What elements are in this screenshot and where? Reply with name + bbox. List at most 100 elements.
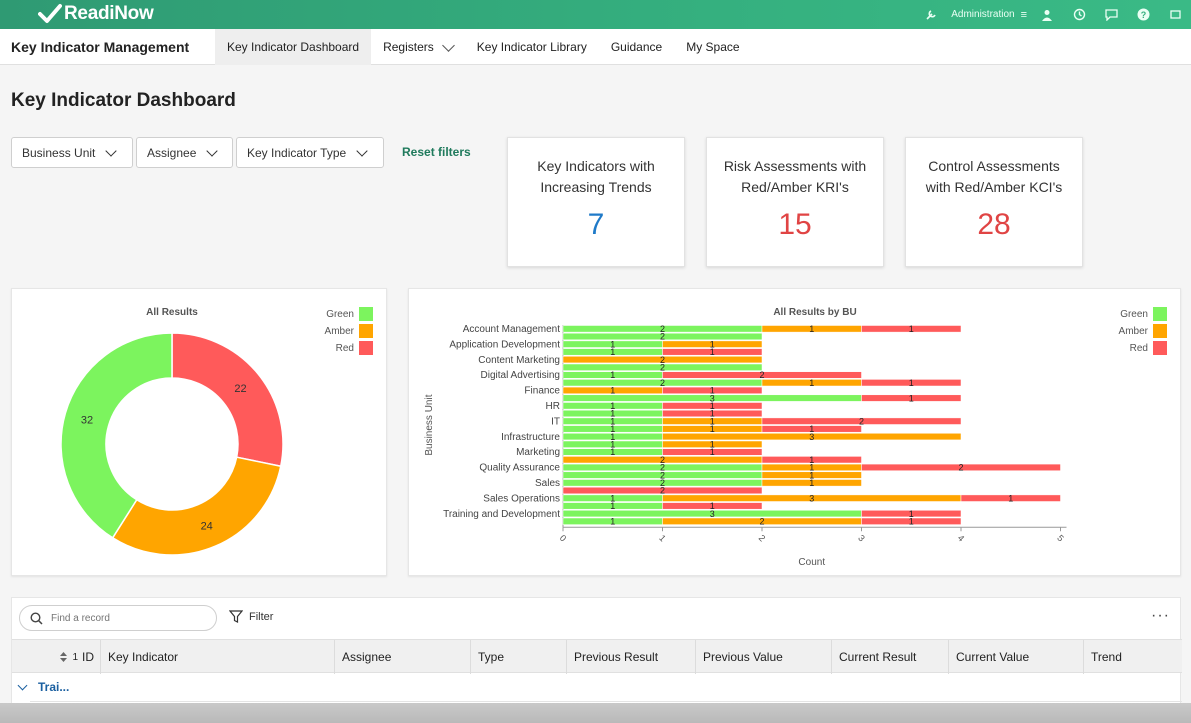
more-options-icon[interactable]: ··· bbox=[1151, 607, 1170, 624]
bar-segment-red[interactable] bbox=[662, 409, 763, 418]
kpi-control-assessments[interactable]: Control Assessments with Red/Amber KCI's … bbox=[905, 137, 1083, 267]
bar-value-label: 1 bbox=[909, 393, 914, 403]
brand-logo[interactable]: ReadiNow bbox=[38, 3, 154, 25]
kpi-value: 7 bbox=[587, 208, 605, 241]
search-box[interactable] bbox=[19, 605, 217, 631]
main-nav: Key Indicator Management Key Indicator D… bbox=[0, 29, 1191, 65]
bar-segment-amber[interactable] bbox=[662, 433, 962, 441]
bar-value-label: 2 bbox=[660, 463, 665, 473]
bar-segment-red[interactable] bbox=[662, 448, 763, 456]
bar-segment-red[interactable] bbox=[861, 517, 962, 525]
chevron-down-icon bbox=[105, 144, 118, 157]
records-grid: Filter ··· 1 ID Key Indicator Assignee T… bbox=[11, 597, 1182, 723]
help-icon[interactable]: ? bbox=[1127, 0, 1159, 29]
key-indicator-type-filter[interactable]: Key Indicator Type bbox=[236, 137, 384, 168]
bar-value-label: 1 bbox=[610, 401, 615, 411]
column-type[interactable]: Type bbox=[471, 640, 567, 674]
y-axis-title: Business Unit bbox=[424, 394, 435, 455]
administration-menu[interactable]: Administration ≡ bbox=[947, 9, 1031, 21]
reset-filters-link[interactable]: Reset filters bbox=[402, 145, 471, 159]
bar-value-label: 1 bbox=[610, 501, 615, 511]
bar-segment-amber[interactable] bbox=[562, 356, 763, 364]
category-label: Content Marketing bbox=[478, 355, 560, 366]
column-current-value[interactable]: Current Value bbox=[949, 640, 1084, 674]
bar-segment-red[interactable] bbox=[761, 417, 962, 425]
column-assignee[interactable]: Assignee bbox=[335, 640, 471, 674]
bar-value-label: 1 bbox=[710, 424, 715, 434]
bar-segment-red[interactable] bbox=[861, 463, 1061, 471]
kpi-label-line2: Increasing Trends bbox=[540, 179, 652, 195]
column-current-result[interactable]: Current Result bbox=[832, 640, 949, 674]
row-divider bbox=[30, 701, 1182, 702]
bar-value-label: 2 bbox=[759, 370, 764, 380]
bar-segment-red[interactable] bbox=[662, 402, 763, 410]
column-previous-value[interactable]: Previous Value bbox=[696, 640, 832, 674]
bar-segment-amber[interactable] bbox=[662, 440, 763, 448]
bar-segment-red[interactable] bbox=[861, 510, 962, 518]
bar-value-label: 1 bbox=[1008, 493, 1013, 503]
group-row[interactable]: Trai... bbox=[12, 673, 1182, 701]
donut-slice-red[interactable] bbox=[171, 332, 284, 468]
column-key-indicator[interactable]: Key Indicator bbox=[101, 640, 335, 674]
bar-segment-red[interactable] bbox=[960, 494, 1061, 502]
bar-segment-amber[interactable] bbox=[761, 471, 862, 479]
column-label: ID bbox=[82, 650, 94, 664]
bar-value-label: 2 bbox=[660, 324, 665, 334]
legend-swatch bbox=[1153, 307, 1167, 321]
bar-value-label: 1 bbox=[610, 447, 615, 457]
tab-key-indicator-library[interactable]: Key Indicator Library bbox=[465, 29, 599, 65]
chat-icon[interactable] bbox=[1095, 0, 1127, 29]
search-input[interactable] bbox=[51, 612, 201, 624]
kpi-label-line2: Red/Amber KRI's bbox=[741, 179, 849, 195]
wrench-icon[interactable] bbox=[915, 0, 947, 29]
sort-order: 1 bbox=[72, 651, 78, 663]
tab-my-space[interactable]: My Space bbox=[674, 29, 751, 65]
bar-segment-red[interactable] bbox=[761, 456, 862, 464]
tab-key-indicator-dashboard[interactable]: Key Indicator Dashboard bbox=[215, 29, 372, 65]
kpi-value: 28 bbox=[977, 208, 1011, 241]
assignee-filter[interactable]: Assignee bbox=[136, 137, 233, 168]
category-label: Digital Advertising bbox=[481, 370, 560, 381]
bar-value-label: 3 bbox=[809, 432, 814, 442]
tab-label: My Space bbox=[686, 40, 740, 54]
bar-segment-green[interactable] bbox=[562, 363, 763, 371]
column-trend[interactable]: Trend bbox=[1084, 640, 1182, 674]
sort-icon bbox=[60, 652, 68, 662]
bar-value-label: 2 bbox=[660, 486, 665, 496]
column-id[interactable]: 1 ID bbox=[12, 640, 101, 674]
bar-segment-green[interactable] bbox=[562, 332, 763, 341]
user-icon[interactable] bbox=[1031, 0, 1063, 29]
bar-segment-red[interactable] bbox=[861, 325, 962, 333]
bar-value-label: 1 bbox=[710, 501, 715, 511]
column-previous-result[interactable]: Previous Result bbox=[567, 640, 696, 674]
bar-value-label: 1 bbox=[710, 440, 715, 450]
x-tick-label: 2 bbox=[757, 533, 768, 544]
donut-slice-green[interactable] bbox=[60, 332, 173, 539]
x-tick-label: 0 bbox=[558, 533, 569, 544]
bar-segment-amber[interactable] bbox=[761, 479, 862, 487]
bar-segment-red[interactable] bbox=[761, 425, 862, 433]
bar-segment-red[interactable] bbox=[662, 348, 763, 356]
bar-segment-red[interactable] bbox=[861, 394, 962, 402]
all-results-donut-chart: All Results Green Amber Red 22 24 32 bbox=[60, 307, 373, 556]
bar-segment-red[interactable] bbox=[562, 486, 763, 495]
business-unit-filter[interactable]: Business Unit bbox=[11, 137, 133, 168]
bar-segment-red[interactable] bbox=[662, 502, 763, 510]
kpi-increasing-trends[interactable]: Key Indicators with Increasing Trends 7 bbox=[507, 137, 685, 267]
bar-segment-red[interactable] bbox=[861, 379, 962, 387]
tab-registers[interactable]: Registers bbox=[371, 29, 465, 65]
expand-icon[interactable] bbox=[1159, 0, 1191, 29]
bar-segment-red[interactable] bbox=[662, 386, 763, 394]
bar-segment-red[interactable] bbox=[662, 371, 862, 379]
bar-segment-amber[interactable] bbox=[662, 340, 763, 348]
legend-swatch bbox=[1153, 324, 1167, 338]
grid-filter-button[interactable]: Filter bbox=[229, 610, 273, 623]
kpi-risk-assessments[interactable]: Risk Assessments with Red/Amber KRI's 15 bbox=[706, 137, 884, 267]
kpi-label-line1: Key Indicators with bbox=[537, 158, 655, 174]
donut-slice-amber[interactable] bbox=[111, 456, 282, 556]
bar-value-label: 2 bbox=[660, 355, 665, 365]
tab-guidance[interactable]: Guidance bbox=[599, 29, 674, 65]
legend-label: Amber bbox=[325, 326, 355, 337]
history-icon[interactable] bbox=[1063, 0, 1095, 29]
bar-value-label: 1 bbox=[710, 339, 715, 349]
